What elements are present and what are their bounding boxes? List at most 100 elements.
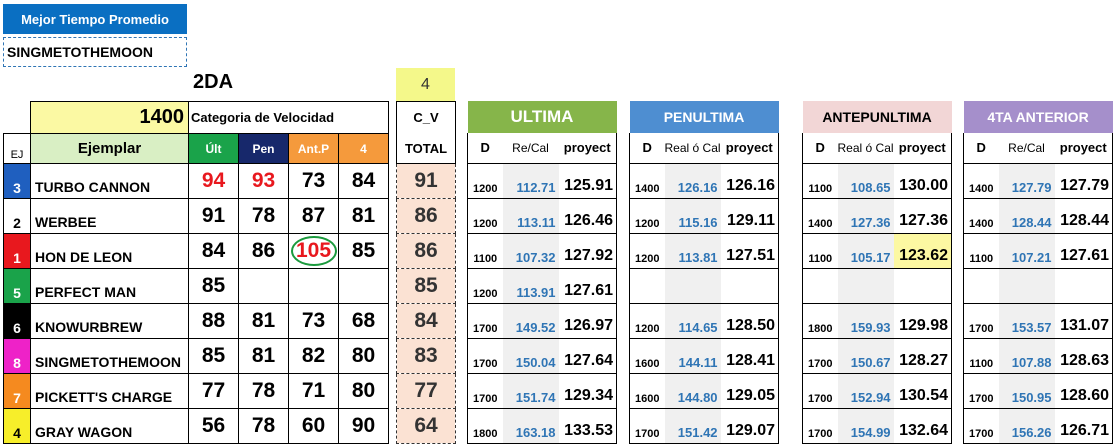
distance-value[interactable]: 1100 — [467, 233, 503, 269]
proyect-value[interactable]: 126.16 — [720, 163, 780, 199]
recal-value[interactable]: 151.74 — [502, 373, 559, 409]
proyect-value[interactable]: 133.53 — [558, 408, 617, 444]
distance-value[interactable]: 1600 — [629, 373, 665, 409]
proyect-value[interactable]: 128.44 — [1054, 198, 1113, 234]
speed-antp[interactable]: 105 — [288, 233, 339, 269]
speed-pen[interactable]: 81 — [238, 338, 289, 374]
recal-value[interactable]: 152.94 — [837, 373, 894, 409]
proyect-value[interactable]: 128.60 — [1054, 373, 1113, 409]
cv-total[interactable]: 83 — [396, 338, 456, 374]
distance-value[interactable]: 1200 — [629, 233, 665, 269]
cv-total[interactable]: 91 — [396, 163, 456, 199]
recal-value[interactable]: 159.93 — [837, 303, 894, 339]
best-time-horse-cell[interactable]: SINGMETOTHEMOON — [3, 37, 187, 67]
recal-value[interactable]: 156.26 — [998, 408, 1055, 444]
recal-value[interactable] — [664, 268, 721, 304]
proyect-value[interactable]: 127.64 — [558, 338, 617, 374]
proyect-value[interactable]: 127.79 — [1054, 163, 1113, 199]
proyect-value[interactable]: 130.54 — [893, 373, 953, 409]
proyect-value[interactable]: 127.51 — [720, 233, 780, 269]
proyect-value[interactable]: 129.11 — [720, 198, 780, 234]
speed-four[interactable]: 68 — [338, 303, 389, 339]
recal-value[interactable]: 113.11 — [502, 198, 559, 234]
proyect-value[interactable]: 128.41 — [720, 338, 780, 374]
recal-value[interactable]: 150.04 — [502, 338, 559, 374]
recal-value[interactable]: 154.99 — [837, 408, 894, 444]
cv-total[interactable]: 77 — [396, 373, 456, 409]
recal-value[interactable] — [837, 268, 894, 304]
cv-total[interactable]: 85 — [396, 268, 456, 304]
distance-value[interactable]: 1700 — [963, 408, 999, 444]
distance-value[interactable]: 1600 — [629, 338, 665, 374]
recal-value[interactable]: 105.17 — [837, 233, 894, 269]
speed-antp[interactable]: 82 — [288, 338, 339, 374]
recal-value[interactable]: 144.80 — [664, 373, 721, 409]
speed-pen[interactable]: 78 — [238, 373, 289, 409]
speed-ult[interactable]: 88 — [188, 303, 239, 339]
distance-value[interactable]: 1700 — [467, 303, 503, 339]
distance-value[interactable]: 1100 — [963, 233, 999, 269]
proyect-value[interactable] — [893, 268, 953, 304]
speed-antp[interactable]: 87 — [288, 198, 339, 234]
distance-value[interactable]: 1400 — [629, 163, 665, 199]
distance-value[interactable] — [963, 268, 999, 304]
distance-value[interactable]: 1100 — [802, 233, 838, 269]
proyect-value[interactable]: 128.27 — [893, 338, 953, 374]
horse-name[interactable]: SINGMETOTHEMOON — [30, 338, 189, 374]
proyect-value[interactable]: 129.05 — [720, 373, 780, 409]
speed-antp[interactable]: 73 — [288, 303, 339, 339]
proyect-value[interactable]: 123.62 — [893, 233, 953, 269]
recal-value[interactable]: 151.42 — [664, 408, 721, 444]
distance-value[interactable]: 1200 — [467, 268, 503, 304]
speed-pen[interactable]: 93 — [238, 163, 289, 199]
distance-value[interactable] — [629, 268, 665, 304]
speed-pen[interactable]: 86 — [238, 233, 289, 269]
distance-value[interactable]: 1400 — [802, 198, 838, 234]
distance-value[interactable]: 1800 — [802, 303, 838, 339]
distance-value[interactable]: 1200 — [629, 198, 665, 234]
speed-four[interactable]: 85 — [338, 233, 389, 269]
speed-four[interactable]: 81 — [338, 198, 389, 234]
recal-value[interactable]: 144.11 — [664, 338, 721, 374]
distance-value[interactable] — [802, 268, 838, 304]
speed-ult[interactable]: 84 — [188, 233, 239, 269]
speed-pen[interactable] — [238, 268, 289, 304]
recal-value[interactable]: 114.65 — [664, 303, 721, 339]
distance-value[interactable]: 1400 — [963, 198, 999, 234]
proyect-value[interactable]: 126.97 — [558, 303, 617, 339]
recal-value[interactable]: 127.79 — [998, 163, 1055, 199]
proyect-value[interactable]: 127.61 — [558, 268, 617, 304]
recal-value[interactable]: 113.81 — [664, 233, 721, 269]
distance-value[interactable]: 1700 — [802, 408, 838, 444]
speed-antp[interactable]: 60 — [288, 408, 339, 444]
speed-four[interactable]: 80 — [338, 338, 389, 374]
distance-value[interactable]: 1700 — [802, 373, 838, 409]
recal-value[interactable]: 127.36 — [837, 198, 894, 234]
recal-value[interactable]: 126.16 — [664, 163, 721, 199]
distance-value[interactable]: 1200 — [629, 303, 665, 339]
proyect-value[interactable]: 129.07 — [720, 408, 780, 444]
distance-value[interactable]: 1700 — [963, 373, 999, 409]
speed-ult[interactable]: 94 — [188, 163, 239, 199]
distance-value[interactable]: 1400 — [963, 163, 999, 199]
speed-ult[interactable]: 77 — [188, 373, 239, 409]
cv-number-cell[interactable]: 4 — [396, 68, 455, 101]
speed-ult[interactable]: 56 — [188, 408, 239, 444]
distance-value[interactable]: 1100 — [802, 163, 838, 199]
speed-ult[interactable]: 91 — [188, 198, 239, 234]
proyect-value[interactable]: 131.07 — [1054, 303, 1113, 339]
recal-value[interactable]: 108.65 — [837, 163, 894, 199]
recal-value[interactable]: 107.21 — [998, 233, 1055, 269]
speed-four[interactable]: 90 — [338, 408, 389, 444]
horse-name[interactable]: WERBEE — [30, 198, 189, 234]
speed-ult[interactable]: 85 — [188, 338, 239, 374]
proyect-value[interactable]: 128.50 — [720, 303, 780, 339]
speed-antp[interactable]: 73 — [288, 163, 339, 199]
recal-value[interactable]: 112.71 — [502, 163, 559, 199]
proyect-value[interactable]: 126.71 — [1054, 408, 1113, 444]
speed-antp[interactable]: 71 — [288, 373, 339, 409]
recal-value[interactable]: 115.16 — [664, 198, 721, 234]
distance-value[interactable]: 1700 — [467, 373, 503, 409]
recal-value[interactable]: 150.67 — [837, 338, 894, 374]
recal-value[interactable] — [998, 268, 1055, 304]
